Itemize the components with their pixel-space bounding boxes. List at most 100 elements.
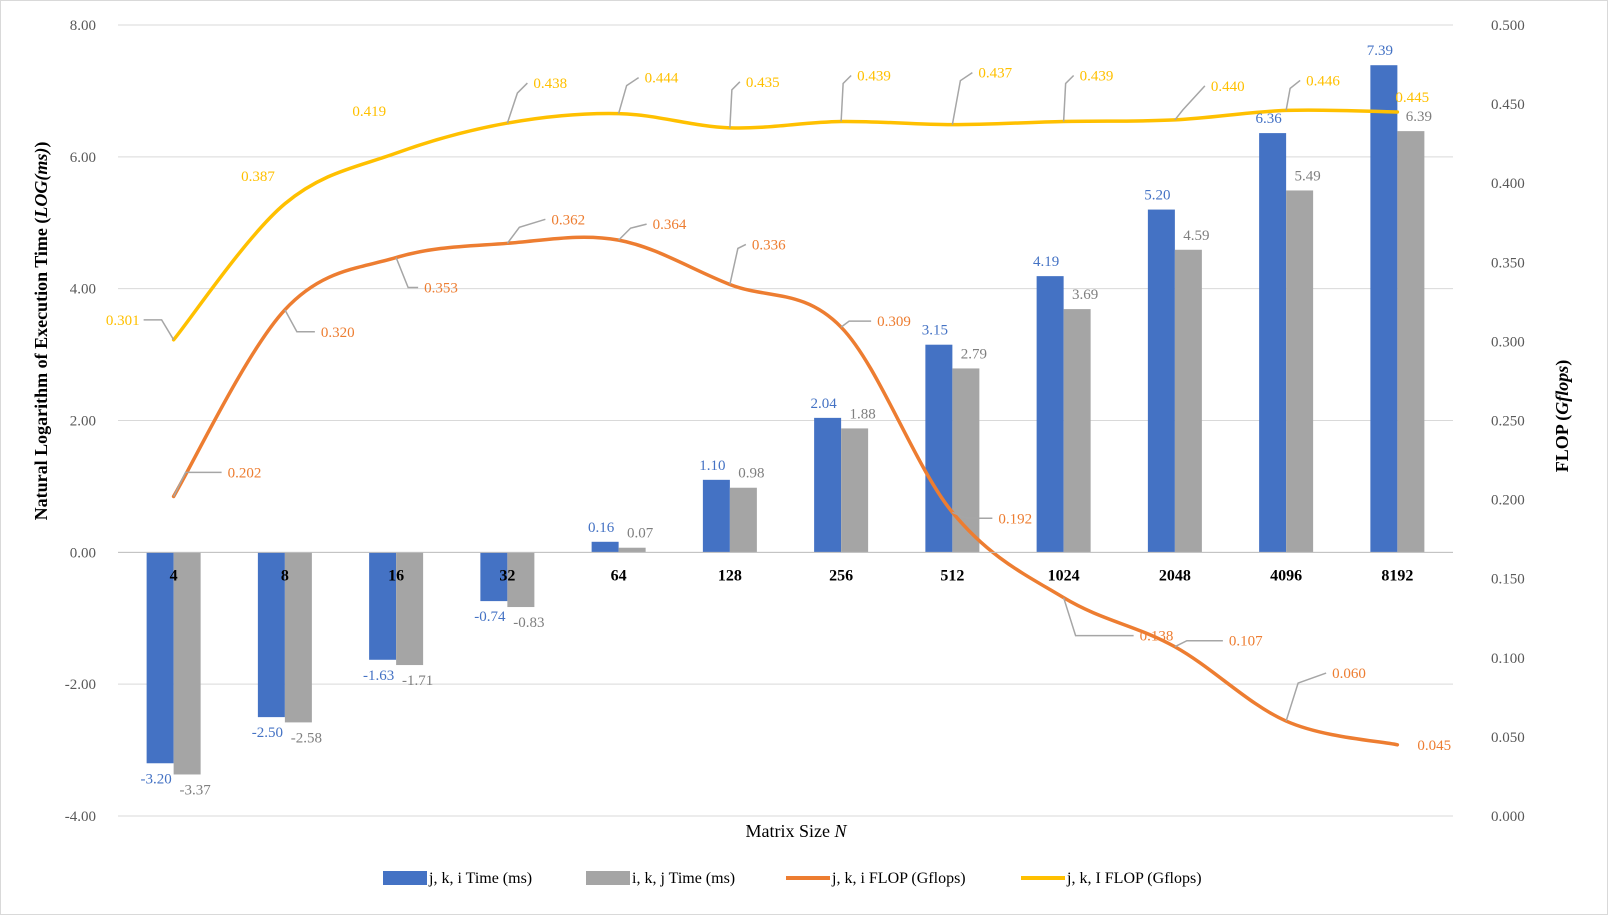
line-jkI-flop — [171, 108, 1400, 342]
right-tick-label: 0.400 — [1491, 176, 1525, 192]
line-data-label: 0.202 — [228, 465, 262, 481]
bar-jki — [591, 541, 619, 553]
bar-data-label: -2.58 — [291, 730, 322, 746]
bar-data-label: 4.19 — [1033, 254, 1059, 270]
line-data-label: 0.192 — [998, 511, 1032, 527]
left-tick-label: 2.00 — [70, 414, 96, 430]
legend: j, k, i Time (ms) i, k, j Time (ms) j, k, … — [383, 870, 1202, 887]
left-tick-label: 4.00 — [70, 282, 96, 298]
category-label: 1024 — [1048, 567, 1080, 584]
bar-data-label: 0.07 — [627, 526, 654, 542]
x-axis-title: Matrix Size N — [746, 821, 848, 841]
line-jki-flop — [171, 235, 1400, 747]
line-data-label: 0.444 — [645, 71, 679, 87]
bar-jki — [814, 417, 842, 553]
bar-ikj — [284, 552, 312, 723]
bar-data-label: 5.20 — [1144, 188, 1170, 204]
bar-jki — [925, 344, 953, 553]
line-data-label: 0.060 — [1332, 666, 1366, 682]
right-tick-label: 0.150 — [1491, 572, 1525, 588]
bar-data-label: -3.37 — [180, 782, 212, 798]
leader-line — [729, 243, 747, 285]
line-data-label: 0.387 — [241, 169, 275, 185]
bar-data-label: -1.63 — [363, 668, 394, 684]
right-tick-label: 0.350 — [1491, 255, 1525, 271]
leader-line — [506, 218, 546, 244]
category-label: 512 — [940, 567, 964, 584]
bar-jki — [369, 552, 397, 660]
right-tick-label: 0.050 — [1491, 730, 1525, 746]
bar-data-label: -2.50 — [252, 725, 283, 741]
bar-data-label: 4.59 — [1183, 228, 1209, 244]
right-tick-label: 0.450 — [1491, 97, 1525, 113]
bar-jki — [702, 479, 730, 553]
legend-swatch — [586, 871, 630, 885]
bar-ikj — [1286, 190, 1314, 553]
bar-jki — [480, 552, 508, 602]
line-data-label: 0.320 — [321, 325, 355, 341]
label-leader-lines — [143, 72, 1327, 722]
leader-line — [729, 81, 741, 128]
line-series — [171, 108, 1400, 747]
category-label: 4096 — [1270, 567, 1302, 584]
y-axis-right-title: FLOP (Gflops) — [1552, 360, 1573, 473]
category-label: 32 — [499, 567, 515, 584]
bar-ikj — [841, 428, 869, 553]
line-data-label: 0.336 — [752, 237, 786, 253]
bar-data-label: 2.79 — [961, 346, 987, 362]
data-labels: -3.20 -2.50 -1.63 -0.74 0.16 1.10 2.04 3.15 4.19… — [106, 43, 1451, 798]
bar-jki — [1259, 133, 1287, 553]
leader-line — [284, 309, 315, 333]
line-data-label: 0.445 — [1395, 90, 1429, 106]
right-tick-label: 0.250 — [1491, 414, 1525, 430]
bar-data-label: 2.04 — [811, 396, 838, 412]
bar-ikj — [729, 487, 757, 553]
category-label: 256 — [829, 567, 853, 584]
leader-line — [395, 257, 419, 289]
leader-line — [143, 319, 175, 341]
legend-entry: i, k, j Time (ms) — [632, 870, 735, 887]
bar-jki — [146, 552, 174, 764]
legend-entry: j, k, I FLOP (Gflops) — [1066, 870, 1202, 887]
legend-swatch — [383, 871, 427, 885]
line-data-label: 0.045 — [1417, 738, 1451, 754]
leader-line — [172, 471, 222, 497]
right-tick-label: 0.000 — [1491, 809, 1525, 825]
bar-data-label: 5.49 — [1295, 168, 1321, 184]
right-tick-label: 0.100 — [1491, 651, 1525, 667]
bar-data-label: 1.88 — [850, 406, 876, 422]
bar-data-label: 0.98 — [738, 466, 764, 482]
bar-jki — [257, 552, 285, 718]
bar-data-label: 6.39 — [1406, 109, 1432, 125]
line-data-label: 0.440 — [1211, 79, 1245, 95]
leader-line — [840, 74, 852, 122]
leader-line — [506, 82, 528, 124]
line-data-label: 0.446 — [1306, 73, 1340, 89]
bar-data-label: -1.71 — [402, 673, 433, 689]
bar-data-label: 1.10 — [699, 458, 725, 474]
legend-entry: j, k, i Time (ms) — [428, 870, 532, 887]
axes: -4.00 -2.00 0.00 2.00 4.00 6.00 8.00 0.000 0.050… — [65, 18, 1525, 825]
legend-entry: j, k, i FLOP (Gflops) — [831, 870, 966, 887]
bar-ikj — [173, 552, 201, 775]
leader-line — [1062, 597, 1134, 637]
bar-data-label: -0.74 — [474, 609, 506, 625]
leader-line — [840, 320, 872, 328]
category-label: 128 — [718, 567, 742, 584]
right-tick-label: 0.500 — [1491, 18, 1525, 34]
line-data-label: 0.138 — [1140, 629, 1174, 645]
bar-ikj — [396, 552, 424, 666]
category-label: 8 — [281, 567, 289, 584]
y-axis-left-title: Natural Logarithm of Execution Time (LOG… — [31, 142, 52, 521]
bar-data-label: 0.16 — [588, 520, 615, 536]
line-data-label: 0.309 — [877, 314, 911, 330]
bar-ikj — [618, 547, 646, 553]
bar-jki — [1036, 276, 1064, 553]
line-data-label: 0.353 — [424, 281, 458, 297]
line-data-label: 0.439 — [1080, 69, 1114, 85]
category-label: 2048 — [1159, 567, 1191, 584]
leader-line — [1285, 79, 1301, 111]
line-data-label: 0.362 — [551, 212, 585, 228]
